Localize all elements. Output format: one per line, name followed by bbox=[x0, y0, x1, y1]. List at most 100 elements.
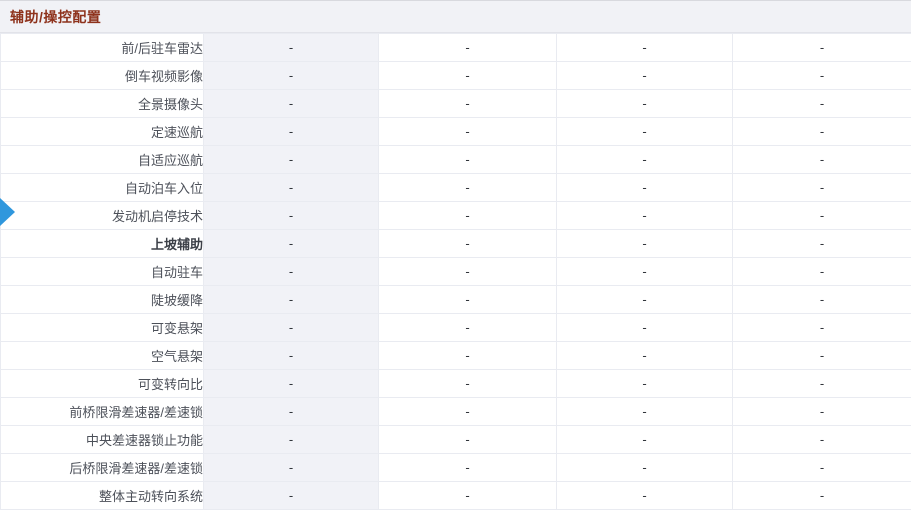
config-table: 前/后驻车雷达 - - - - 倒车视频影像 - - - - 全景摄像头 - -… bbox=[0, 33, 911, 510]
value-cell: - bbox=[203, 201, 379, 230]
value-cell: - bbox=[203, 453, 379, 482]
row-label: 自适应巡航 bbox=[0, 145, 204, 174]
value-cell: - bbox=[378, 341, 557, 370]
value-cell: - bbox=[378, 173, 557, 202]
value-cell: - bbox=[732, 341, 911, 370]
value-cell: - bbox=[732, 173, 911, 202]
row-label: 自动驻车 bbox=[0, 257, 204, 286]
config-row: 可变转向比 - - - - bbox=[0, 369, 911, 398]
value-cell: - bbox=[203, 397, 379, 426]
config-table-body: 前/后驻车雷达 - - - - 倒车视频影像 - - - - 全景摄像头 - -… bbox=[0, 33, 911, 510]
value-cell: - bbox=[732, 397, 911, 426]
row-label: 发动机启停技术 bbox=[0, 201, 204, 230]
value-cell: - bbox=[556, 313, 733, 342]
row-label: 后桥限滑差速器/差速锁 bbox=[0, 453, 204, 482]
value-cell: - bbox=[378, 61, 557, 90]
value-cell: - bbox=[732, 481, 911, 510]
value-cell: - bbox=[378, 425, 557, 454]
value-cell: - bbox=[378, 145, 557, 174]
value-cell: - bbox=[378, 285, 557, 314]
value-cell: - bbox=[378, 89, 557, 118]
value-cell: - bbox=[556, 117, 733, 146]
value-cell: - bbox=[203, 89, 379, 118]
value-cell: - bbox=[203, 145, 379, 174]
value-cell: - bbox=[203, 229, 379, 258]
value-cell: - bbox=[203, 33, 379, 62]
value-cell: - bbox=[556, 481, 733, 510]
row-label: 全景摄像头 bbox=[0, 89, 204, 118]
config-row: 定速巡航 - - - - bbox=[0, 117, 911, 146]
row-label: 前/后驻车雷达 bbox=[0, 33, 204, 62]
value-cell: - bbox=[732, 33, 911, 62]
value-cell: - bbox=[203, 481, 379, 510]
value-cell: - bbox=[378, 453, 557, 482]
value-cell: - bbox=[556, 425, 733, 454]
value-cell: - bbox=[732, 61, 911, 90]
value-cell: - bbox=[378, 229, 557, 258]
row-label: 定速巡航 bbox=[0, 117, 204, 146]
config-row: 倒车视频影像 - - - - bbox=[0, 61, 911, 90]
value-cell: - bbox=[556, 89, 733, 118]
value-cell: - bbox=[732, 229, 911, 258]
value-cell: - bbox=[556, 201, 733, 230]
value-cell: - bbox=[732, 425, 911, 454]
value-cell: - bbox=[556, 369, 733, 398]
value-cell: - bbox=[732, 145, 911, 174]
row-label: 陡坡缓降 bbox=[0, 285, 204, 314]
value-cell: - bbox=[378, 313, 557, 342]
value-cell: - bbox=[378, 369, 557, 398]
config-row: 上坡辅助 - - - - bbox=[0, 229, 911, 258]
row-label: 自动泊车入位 bbox=[0, 173, 204, 202]
right-arrow-icon bbox=[0, 198, 15, 226]
value-cell: - bbox=[203, 341, 379, 370]
config-row: 发动机启停技术 - - - - bbox=[0, 201, 911, 230]
config-row: 前桥限滑差速器/差速锁 - - - - bbox=[0, 397, 911, 426]
value-cell: - bbox=[203, 425, 379, 454]
value-cell: - bbox=[203, 117, 379, 146]
row-label: 中央差速器锁止功能 bbox=[0, 425, 204, 454]
value-cell: - bbox=[378, 33, 557, 62]
value-cell: - bbox=[732, 369, 911, 398]
value-cell: - bbox=[203, 257, 379, 286]
row-label: 整体主动转向系统 bbox=[0, 481, 204, 510]
value-cell: - bbox=[556, 145, 733, 174]
config-row: 中央差速器锁止功能 - - - - bbox=[0, 425, 911, 454]
value-cell: - bbox=[732, 313, 911, 342]
config-row: 可变悬架 - - - - bbox=[0, 313, 911, 342]
value-cell: - bbox=[378, 397, 557, 426]
value-cell: - bbox=[732, 89, 911, 118]
value-cell: - bbox=[732, 285, 911, 314]
value-cell: - bbox=[378, 257, 557, 286]
config-row: 陡坡缓降 - - - - bbox=[0, 285, 911, 314]
value-cell: - bbox=[203, 369, 379, 398]
value-cell: - bbox=[556, 341, 733, 370]
config-row: 自适应巡航 - - - - bbox=[0, 145, 911, 174]
value-cell: - bbox=[732, 201, 911, 230]
config-row: 前/后驻车雷达 - - - - bbox=[0, 33, 911, 62]
row-label: 倒车视频影像 bbox=[0, 61, 204, 90]
row-label: 上坡辅助 bbox=[0, 229, 204, 258]
section-title: 辅助/操控配置 bbox=[10, 8, 102, 25]
value-cell: - bbox=[378, 481, 557, 510]
value-cell: - bbox=[378, 117, 557, 146]
row-label: 可变转向比 bbox=[0, 369, 204, 398]
value-cell: - bbox=[203, 285, 379, 314]
section-header: 辅助/操控配置 bbox=[0, 1, 911, 33]
row-label: 前桥限滑差速器/差速锁 bbox=[0, 397, 204, 426]
value-cell: - bbox=[378, 201, 557, 230]
value-cell: - bbox=[556, 257, 733, 286]
config-row: 全景摄像头 - - - - bbox=[0, 89, 911, 118]
value-cell: - bbox=[203, 173, 379, 202]
value-cell: - bbox=[556, 229, 733, 258]
value-cell: - bbox=[556, 61, 733, 90]
row-label: 可变悬架 bbox=[0, 313, 204, 342]
value-cell: - bbox=[203, 313, 379, 342]
value-cell: - bbox=[556, 285, 733, 314]
config-row: 自动泊车入位 - - - - bbox=[0, 173, 911, 202]
value-cell: - bbox=[732, 453, 911, 482]
value-cell: - bbox=[203, 61, 379, 90]
value-cell: - bbox=[732, 117, 911, 146]
value-cell: - bbox=[556, 453, 733, 482]
value-cell: - bbox=[556, 397, 733, 426]
